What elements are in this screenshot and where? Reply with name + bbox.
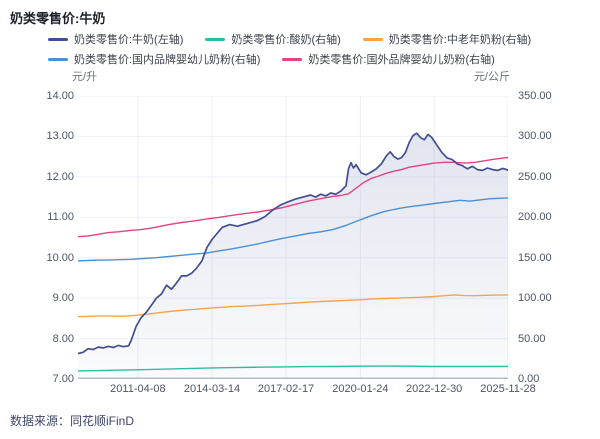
right-axis-tick: 100.00 (518, 292, 552, 305)
legend-row-1: 奶类零售价:牛奶(左轴) 奶类零售价:酸奶(右轴) 奶类零售价:中老年奶粉(右轴) (48, 31, 531, 47)
x-axis-tick: 2025-11-28 (480, 383, 536, 395)
series-line-2 (78, 294, 508, 318)
left-axis-tick: 12.00 (46, 170, 74, 183)
legend-row-2: 奶类零售价:国内品牌婴幼儿奶粉(右轴) 奶类零售价:国外品牌婴幼儿奶粉(右轴) (48, 51, 531, 67)
right-axis-tick: 50.00 (518, 332, 546, 345)
legend-label: 奶类零售价:牛奶(左轴) (74, 34, 184, 46)
legend-item-3[interactable]: 奶类零售价:国内品牌婴幼儿奶粉(右轴) (48, 51, 260, 67)
right-axis-tick: 300.00 (518, 130, 552, 143)
legend-item-2[interactable]: 奶类零售价:中老年奶粉(右轴) (362, 31, 532, 47)
legend-swatch-icon (205, 37, 226, 41)
left-axis-tick: 14.00 (46, 90, 74, 102)
x-axis-tick: 2014-03-14 (183, 383, 241, 395)
legend-label: 奶类零售价:中老年奶粉(右轴) (388, 34, 532, 46)
legend-label: 奶类零售价:酸奶(右轴) (231, 34, 341, 46)
left-axis-tick: 9.00 (52, 292, 74, 305)
left-axis-tick: 11.00 (47, 211, 74, 224)
left-axis-tick: 7.00 (52, 373, 74, 385)
chart-legend: 奶类零售价:牛奶(左轴) 奶类零售价:酸奶(右轴) 奶类零售价:中老年奶粉(右轴) 奶… (48, 31, 531, 67)
right-axis-tick: 250.00 (518, 170, 552, 183)
x-axis-tick: 2017-02-17 (257, 383, 315, 395)
milk-area-fill (78, 133, 508, 379)
legend-label: 奶类零售价:国外品牌婴幼儿奶粉(右轴) (308, 54, 495, 66)
legend-item-4[interactable]: 奶类零售价:国外品牌婴幼儿奶粉(右轴) (282, 51, 495, 67)
legend-swatch-icon (48, 57, 68, 61)
x-axis-tick: 2011-04-08 (110, 383, 166, 395)
right-axis-tick: 350.00 (518, 90, 552, 102)
x-axis-tick: 2020-01-24 (332, 383, 389, 395)
series-line-3 (78, 197, 508, 262)
data-source-label: 数据来源：同花顺iFinD (10, 414, 135, 428)
legend-item-1[interactable]: 奶类零售价:酸奶(右轴) (205, 31, 341, 47)
plot-area[interactable] (78, 96, 508, 379)
legend-swatch-icon (282, 57, 303, 61)
chart-svg (78, 96, 508, 379)
left-axis-tick: 13.00 (46, 130, 74, 143)
legend-swatch-icon (362, 37, 383, 41)
series-line-0 (78, 132, 508, 355)
series-line-4 (78, 156, 508, 238)
right-axis-tick: 0.00 (518, 373, 540, 385)
right-axis-tick: 200.00 (518, 211, 552, 224)
page-title: 奶类零售价:牛奶 (10, 11, 106, 26)
legend-swatch-icon (48, 37, 68, 41)
legend-item-0[interactable]: 奶类零售价:牛奶(左轴) (48, 31, 183, 47)
legend-label: 奶类零售价:国内品牌婴幼儿奶粉(右轴) (74, 54, 261, 66)
left-axis-tick: 10.00 (46, 251, 74, 264)
right-axis-tick: 150.00 (518, 251, 552, 264)
left-axis-unit: 元/升 (72, 71, 98, 83)
x-axis-tick: 2022-12-30 (406, 383, 463, 395)
left-axis-tick: 8.00 (52, 332, 74, 345)
series-line-1 (78, 365, 508, 372)
right-axis-unit: 元/公斤 (473, 71, 510, 83)
